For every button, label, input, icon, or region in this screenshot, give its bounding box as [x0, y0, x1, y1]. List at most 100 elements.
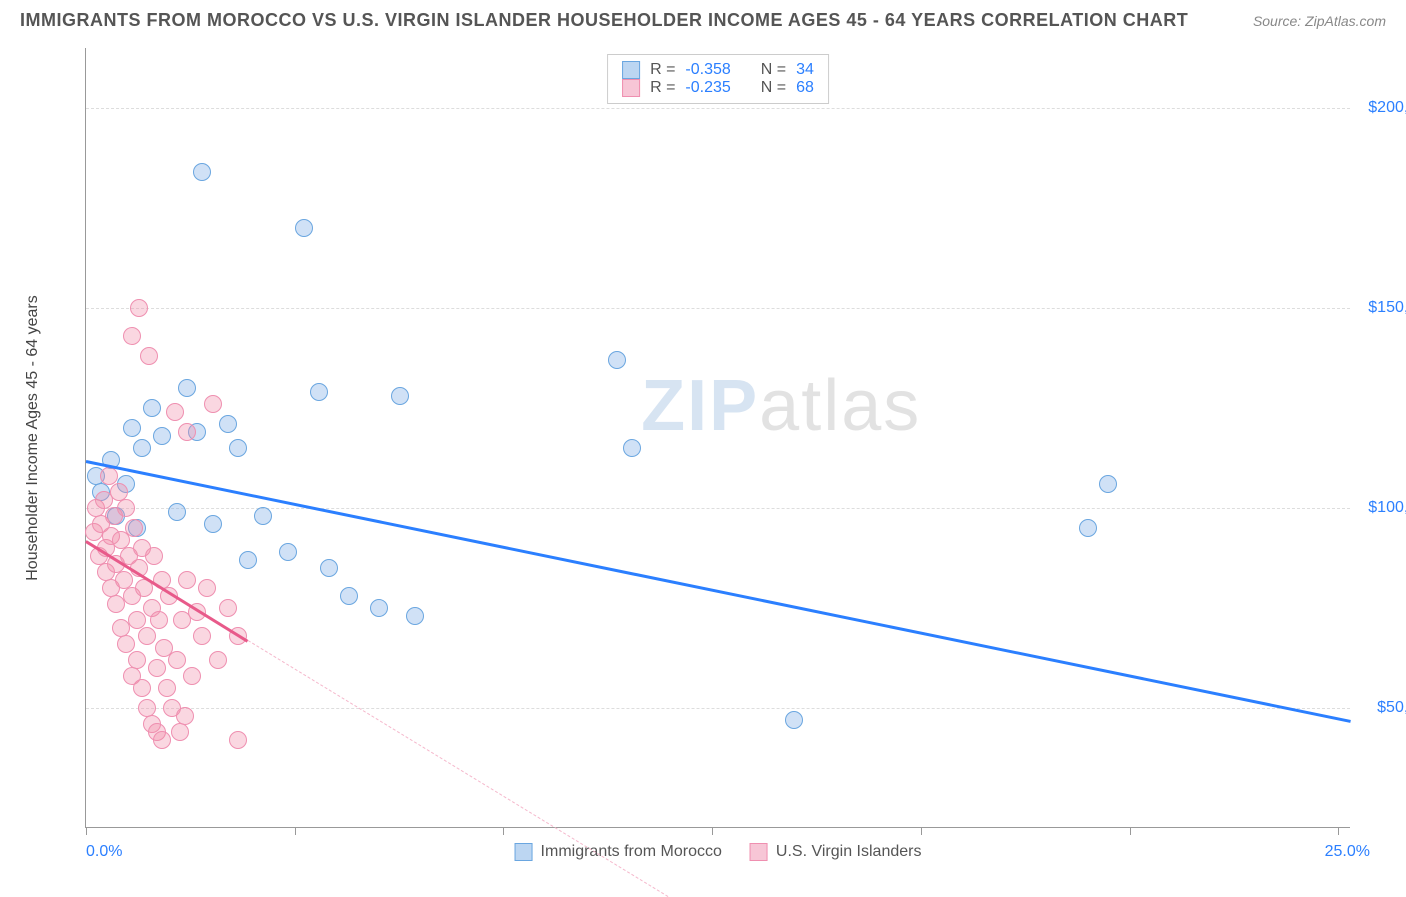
data-point	[128, 611, 146, 629]
data-point	[145, 547, 163, 565]
data-point	[123, 327, 141, 345]
data-point	[785, 711, 803, 729]
data-point	[133, 679, 151, 697]
legend-swatch	[622, 61, 640, 79]
data-point	[198, 579, 216, 597]
gridline	[86, 508, 1350, 509]
data-point	[193, 627, 211, 645]
data-point	[100, 467, 118, 485]
data-point	[168, 503, 186, 521]
data-point	[209, 651, 227, 669]
data-point	[340, 587, 358, 605]
legend-label: U.S. Virgin Islanders	[776, 843, 922, 861]
data-point	[320, 559, 338, 577]
data-point	[623, 439, 641, 457]
y-axis-tick-label: $50,000	[1377, 699, 1406, 717]
data-point	[153, 427, 171, 445]
scatter-plot: ZIPatlas R =-0.358N =34R =-0.235N =68 0.…	[85, 48, 1350, 828]
data-point	[391, 387, 409, 405]
data-point	[138, 627, 156, 645]
legend-item: Immigrants from Morocco	[515, 843, 722, 861]
x-axis-tick	[921, 827, 922, 835]
data-point	[219, 415, 237, 433]
data-point	[370, 599, 388, 617]
chart-title: IMMIGRANTS FROM MOROCCO VS U.S. VIRGIN I…	[20, 10, 1188, 31]
data-point	[178, 571, 196, 589]
data-point	[279, 543, 297, 561]
chart-area: Householder Income Ages 45 - 64 years ZI…	[55, 48, 1375, 828]
y-axis-tick-label: $100,000	[1368, 499, 1406, 517]
data-point	[1099, 475, 1117, 493]
data-point	[148, 659, 166, 677]
stat-r-value: -0.358	[685, 61, 730, 79]
trend-line	[86, 460, 1352, 723]
data-point	[219, 599, 237, 617]
trend-line	[248, 640, 668, 897]
data-point	[178, 423, 196, 441]
legend-label: Immigrants from Morocco	[541, 843, 722, 861]
x-axis-min-label: 0.0%	[86, 843, 122, 861]
x-axis-tick	[503, 827, 504, 835]
stat-r-value: -0.235	[685, 79, 730, 97]
series-legend: Immigrants from Morocco U.S. Virgin Islan…	[515, 843, 922, 861]
data-point	[406, 607, 424, 625]
gridline	[86, 108, 1350, 109]
x-axis-tick	[712, 827, 713, 835]
data-point	[150, 611, 168, 629]
data-point	[123, 419, 141, 437]
x-axis-max-label: 25.0%	[1325, 843, 1370, 861]
x-axis-tick	[1338, 827, 1339, 835]
legend-item: U.S. Virgin Islanders	[750, 843, 922, 861]
y-axis-title: Householder Income Ages 45 - 64 years	[24, 295, 42, 581]
data-point	[117, 499, 135, 517]
data-point	[133, 439, 151, 457]
data-point	[310, 383, 328, 401]
legend-swatch	[622, 79, 640, 97]
data-point	[171, 723, 189, 741]
data-point	[204, 395, 222, 413]
data-point	[117, 635, 135, 653]
y-axis-tick-label: $200,000	[1368, 99, 1406, 117]
gridline	[86, 308, 1350, 309]
data-point	[178, 379, 196, 397]
data-point	[128, 651, 146, 669]
data-point	[158, 679, 176, 697]
x-axis-tick	[295, 827, 296, 835]
stat-r-label: R =	[650, 61, 675, 79]
watermark: ZIPatlas	[641, 365, 921, 447]
legend-swatch	[750, 843, 768, 861]
data-point	[254, 507, 272, 525]
data-point	[229, 731, 247, 749]
data-point	[204, 515, 222, 533]
data-point	[295, 219, 313, 237]
x-axis-tick	[86, 827, 87, 835]
correlation-stats-box: R = -0.358 N = 34 R = -0.235 N = 68	[607, 54, 829, 104]
data-point	[166, 403, 184, 421]
data-point	[183, 667, 201, 685]
data-point	[153, 731, 171, 749]
x-axis-tick	[1130, 827, 1131, 835]
stat-n-label: N =	[761, 61, 786, 79]
data-point	[143, 399, 161, 417]
chart-header: IMMIGRANTS FROM MOROCCO VS U.S. VIRGIN I…	[0, 0, 1406, 37]
data-point	[176, 707, 194, 725]
stat-r-label: R =	[650, 79, 675, 97]
data-point	[229, 439, 247, 457]
data-point	[168, 651, 186, 669]
data-point	[1079, 519, 1097, 537]
data-point	[239, 551, 257, 569]
data-point	[125, 519, 143, 537]
gridline	[86, 708, 1350, 709]
y-axis-tick-label: $150,000	[1368, 299, 1406, 317]
chart-source: Source: ZipAtlas.com	[1253, 13, 1386, 29]
legend-swatch	[515, 843, 533, 861]
stats-row: R = -0.235 N = 68	[622, 79, 814, 97]
data-point	[140, 347, 158, 365]
stat-n-label: N =	[761, 79, 786, 97]
stat-n-value: 68	[796, 79, 814, 97]
stats-row: R = -0.358 N = 34	[622, 61, 814, 79]
stat-n-value: 34	[796, 61, 814, 79]
data-point	[130, 299, 148, 317]
data-point	[608, 351, 626, 369]
data-point	[193, 163, 211, 181]
